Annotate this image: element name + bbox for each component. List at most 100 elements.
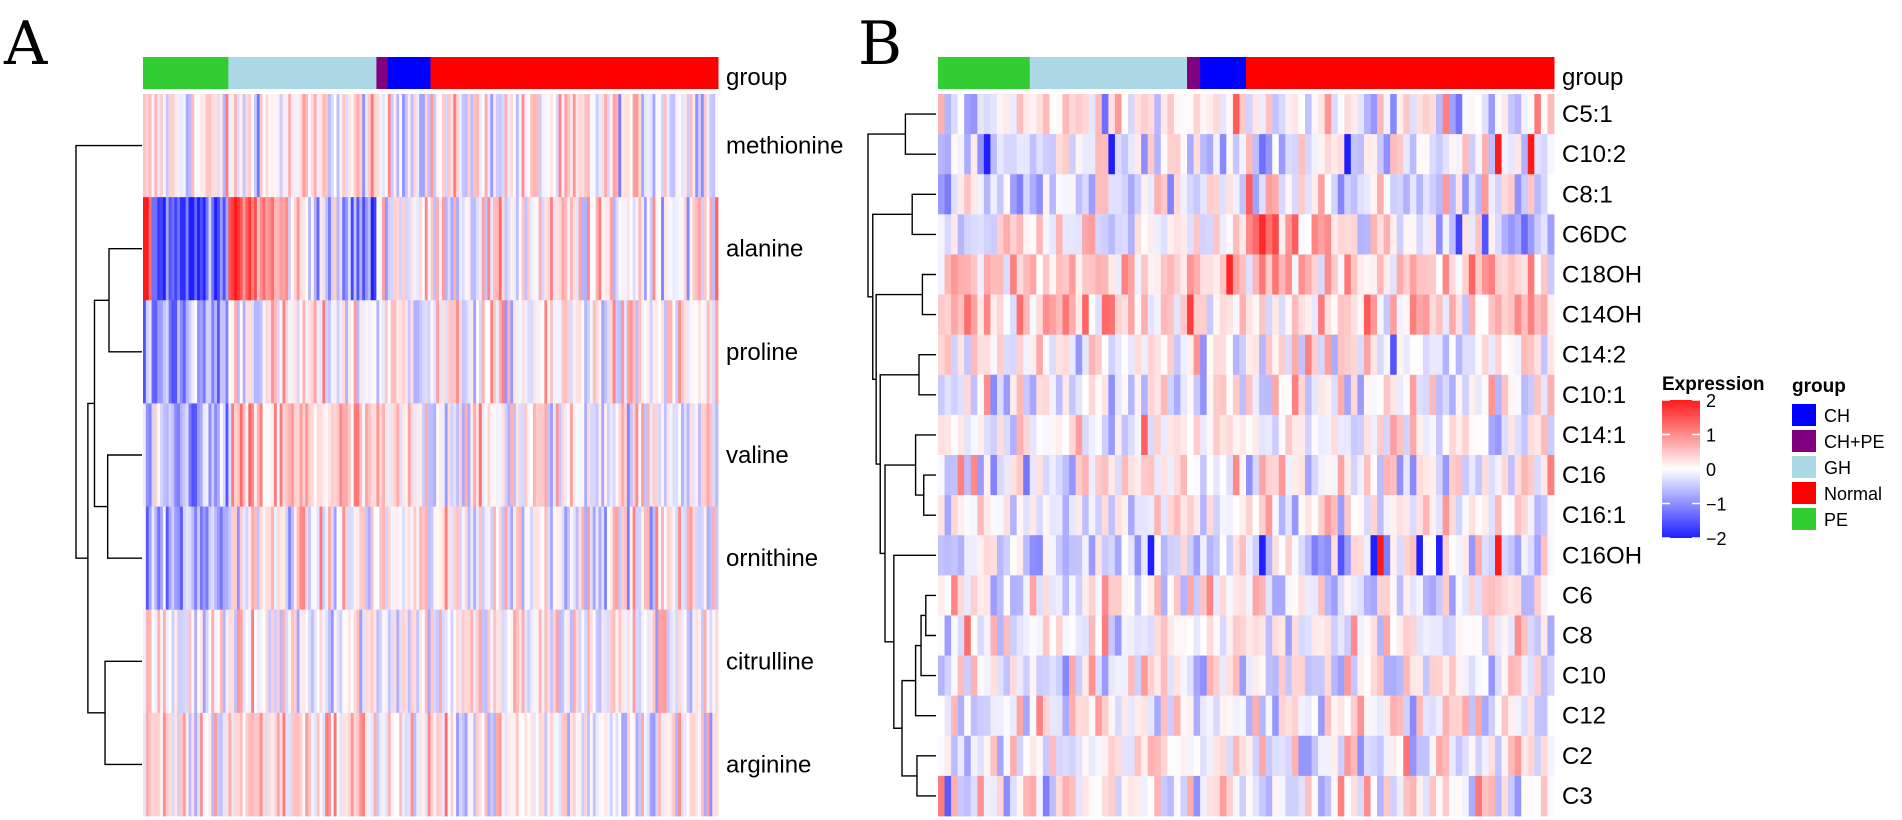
b-cell <box>1344 575 1352 616</box>
a-cell <box>430 94 434 198</box>
a-cell <box>695 300 699 404</box>
b-cell <box>1252 134 1260 175</box>
a-cell <box>641 609 645 714</box>
b-cell <box>1265 735 1273 777</box>
b-cell <box>1200 695 1208 737</box>
a-cell <box>271 712 275 817</box>
b-cell <box>1370 294 1378 336</box>
a-cell <box>251 506 255 611</box>
b-cell <box>1521 374 1529 416</box>
a-cell <box>433 300 437 404</box>
a-cell <box>276 609 281 714</box>
b-cell <box>1278 455 1286 496</box>
a-cell <box>700 609 705 714</box>
b-cell <box>1436 294 1443 336</box>
a-cell <box>695 197 699 301</box>
a-cell <box>299 403 303 507</box>
a-cell <box>478 94 483 198</box>
a-cell <box>572 712 577 817</box>
a-cell <box>162 403 167 507</box>
a-cell <box>154 712 158 817</box>
b-cell <box>1363 334 1371 376</box>
b-cell <box>1514 575 1522 616</box>
b-cell <box>1436 615 1443 656</box>
a-cell <box>541 300 545 404</box>
b-cell <box>1213 655 1221 697</box>
b-cell <box>1377 414 1385 456</box>
b-cell <box>1337 535 1345 576</box>
b-cell <box>1062 735 1070 777</box>
a-cell <box>410 506 414 611</box>
a-cell <box>325 197 329 301</box>
b-cell <box>1527 655 1535 697</box>
b-cell <box>1219 214 1227 255</box>
b-cell <box>1514 695 1522 737</box>
b-cell <box>1023 334 1031 376</box>
b-cell <box>1481 94 1489 135</box>
a-cell <box>254 94 258 198</box>
b-cell <box>1095 735 1103 777</box>
b-cell <box>1357 735 1365 777</box>
a-cell <box>589 300 594 404</box>
group-legend-swatch-gh <box>1792 456 1816 478</box>
a-cell <box>205 300 209 404</box>
a-cell <box>339 403 343 507</box>
b-cell <box>1259 94 1267 135</box>
b-cell <box>1121 254 1129 295</box>
b-cell <box>1455 575 1463 616</box>
a-cell <box>177 403 181 507</box>
b-cell <box>1311 134 1319 175</box>
a-cell <box>567 94 571 198</box>
b-cell <box>1291 294 1299 336</box>
b-cell <box>1108 94 1116 135</box>
b-cell <box>983 735 991 777</box>
a-cell <box>456 197 460 301</box>
b-cell <box>1429 334 1437 376</box>
b-cell <box>1298 374 1306 416</box>
b-cell <box>1213 495 1221 536</box>
b-cell <box>1187 334 1194 376</box>
a-cell <box>262 712 266 817</box>
b-cell <box>1095 695 1103 737</box>
a-cell <box>202 300 207 404</box>
b-cell <box>1442 94 1450 135</box>
expression-tick-label: 0 <box>1706 460 1716 480</box>
panel-b-heatmap-cells <box>938 94 1555 817</box>
b-cell <box>1101 334 1109 376</box>
a-cell <box>547 609 551 714</box>
a-cell <box>441 609 446 714</box>
b-cell <box>1055 615 1063 656</box>
b-cell <box>1003 414 1011 456</box>
a-cell <box>347 403 352 507</box>
b-cell <box>1193 775 1201 817</box>
a-cell <box>513 712 517 817</box>
a-cell <box>643 197 648 301</box>
a-cell <box>219 403 224 507</box>
a-cell <box>544 197 548 301</box>
b-cell <box>1088 334 1096 376</box>
a-cell <box>174 197 178 301</box>
b-cell <box>1324 775 1332 817</box>
a-cell <box>686 609 690 714</box>
a-cell <box>618 300 622 404</box>
a-cell <box>698 197 702 301</box>
a-cell <box>715 94 719 198</box>
a-cell <box>698 506 702 611</box>
b-cell <box>1455 695 1463 737</box>
a-cell <box>706 403 710 507</box>
b-cell <box>1304 695 1312 737</box>
b-cell <box>1508 455 1516 496</box>
b-cell <box>1455 134 1463 175</box>
b-cell <box>1278 775 1286 817</box>
b-cell <box>1101 134 1109 175</box>
b-cell <box>1285 695 1293 737</box>
a-cell <box>236 712 241 817</box>
a-cell <box>538 403 542 507</box>
b-cell <box>1128 254 1135 295</box>
a-cell <box>228 197 232 301</box>
a-cell <box>197 300 201 404</box>
a-cell <box>427 94 431 198</box>
b-cell <box>977 775 985 817</box>
b-cell <box>944 334 952 376</box>
a-cell <box>236 300 241 404</box>
